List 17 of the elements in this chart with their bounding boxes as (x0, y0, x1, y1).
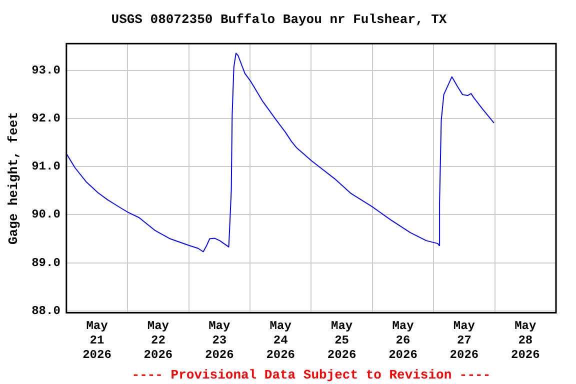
y-axis-title: Gage height, feet (6, 112, 22, 245)
x-tick-label: May 26 2026 (388, 319, 418, 362)
x-tick-label: May 21 2026 (82, 319, 112, 362)
x-tick-label: May 22 2026 (144, 319, 173, 362)
y-tick-label: 92.0 (32, 112, 60, 126)
x-tick-label: May 23 2026 (204, 319, 234, 362)
y-tick-label: 88.0 (32, 304, 60, 318)
y-tick-label: 89.0 (32, 256, 60, 270)
text: ---- Provisional Data Subject to Revision ---- (132, 367, 491, 382)
x-tick-label: May 25 2026 (327, 319, 356, 362)
chart-title: USGS 08072350 Buffalo Bayou nr Fulshear, TX (111, 12, 447, 28)
y-tick-label: 91.0 (32, 160, 60, 174)
y-tick-label: 93.0 (32, 64, 60, 78)
y-tick-label: 90.0 (32, 208, 60, 222)
x-tick-label: May 27 2026 (450, 319, 479, 362)
x-tick-label: May 28 2026 (510, 319, 540, 362)
x-tick-label: May 24 2026 (266, 319, 296, 362)
